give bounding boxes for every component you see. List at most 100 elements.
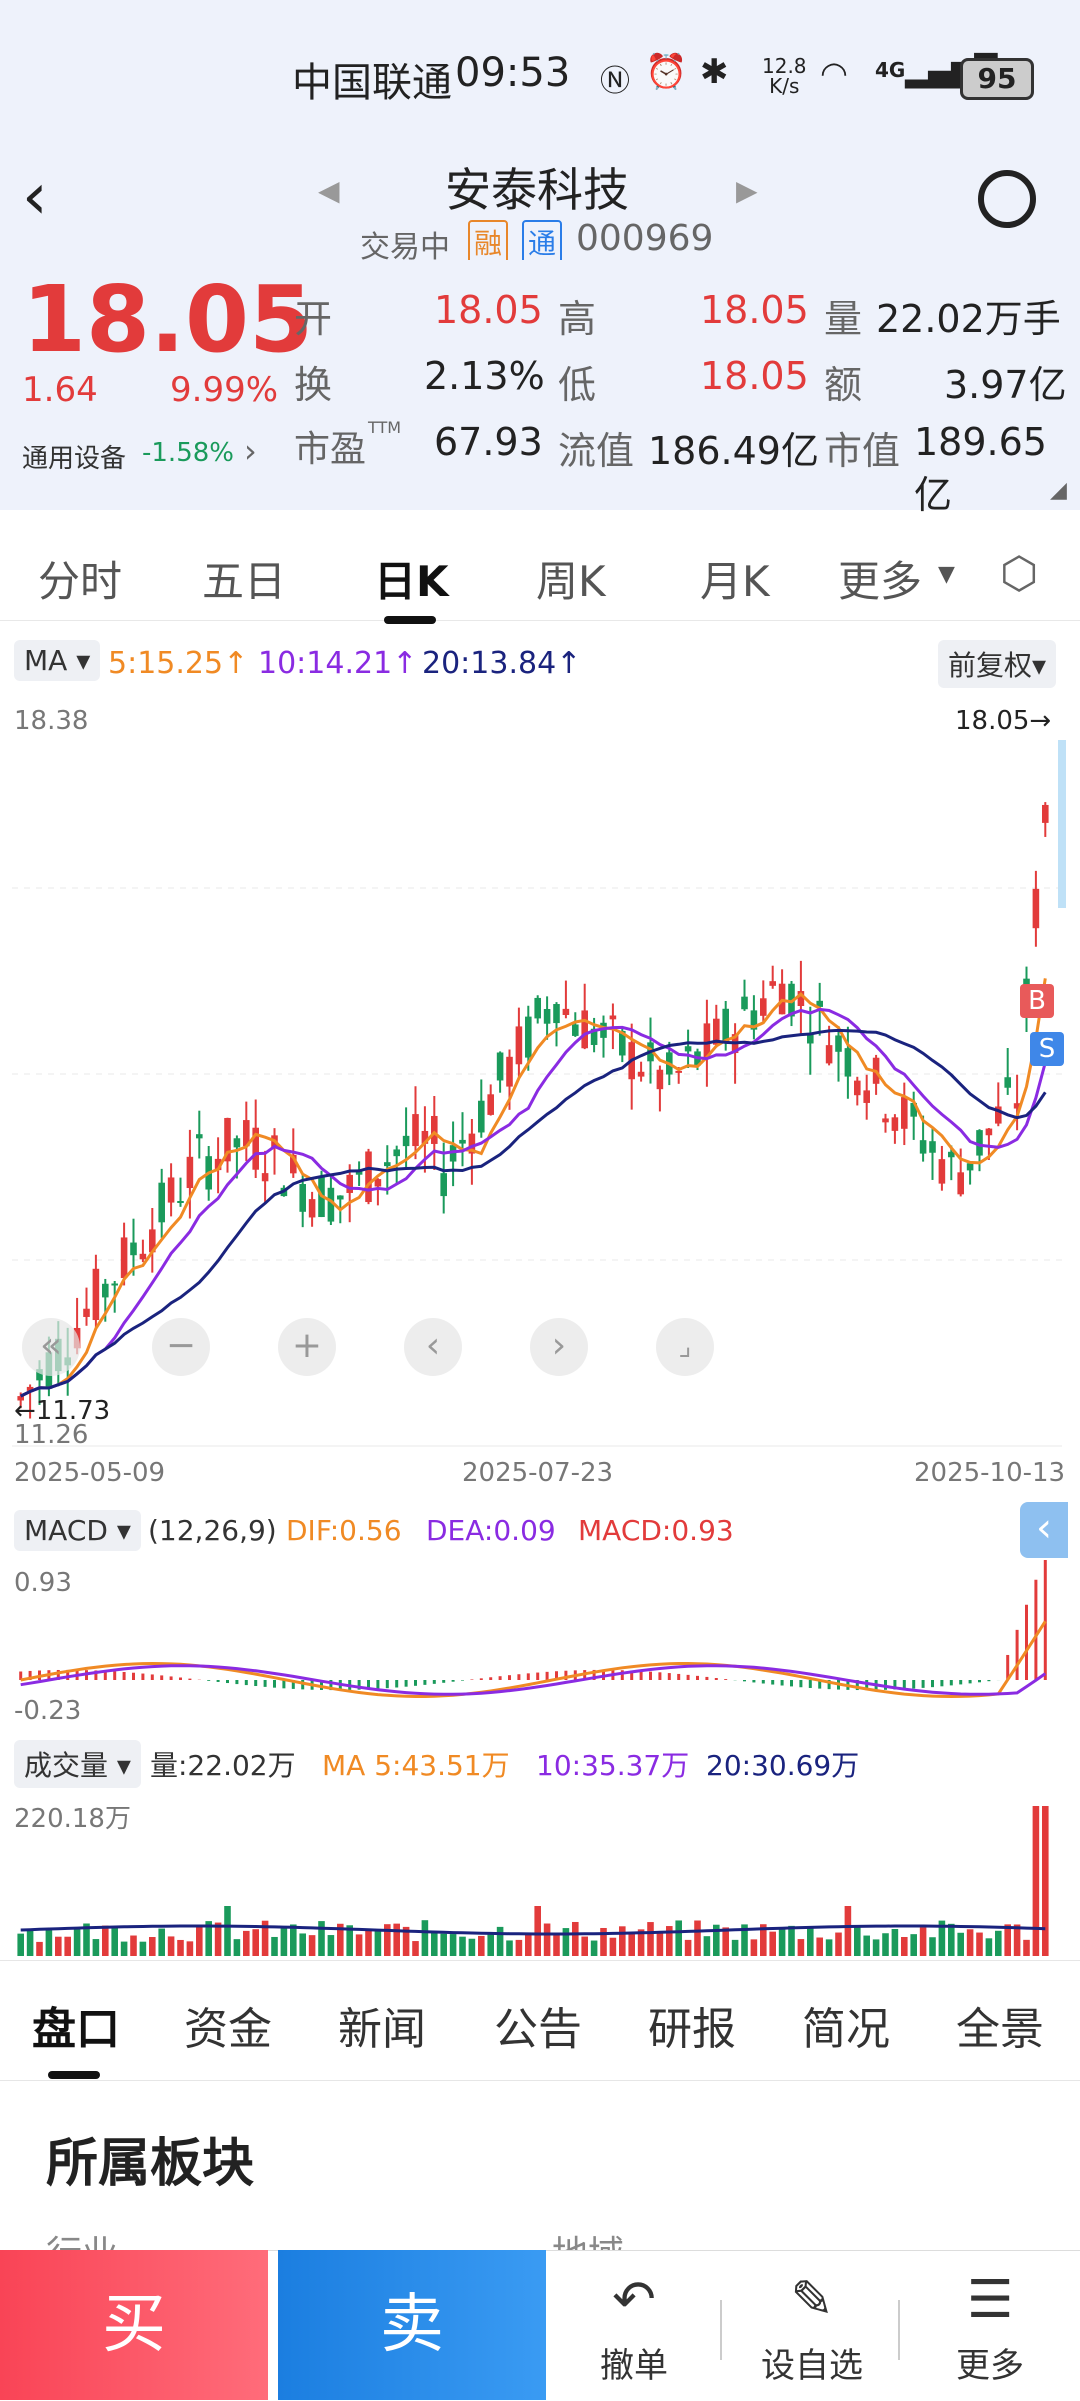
buy-button[interactable]: 买	[0, 2250, 268, 2400]
candle-body	[393, 1149, 400, 1157]
zoom-out-icon[interactable]: −	[152, 1318, 210, 1376]
volume-selector[interactable]: 成交量 ▾	[14, 1740, 141, 1788]
candle-body	[854, 1080, 861, 1096]
add-watchlist-button[interactable]: ✎ 设自选	[752, 2270, 872, 2387]
volume-bar	[647, 1922, 654, 1956]
volume-chart[interactable]	[0, 1790, 1080, 1958]
speed-value: 12.8	[762, 54, 807, 78]
status-bar: 中国联通 09:53 Ⓝ ⏰ ✱ 12.8 K/s ◠ 4G ▂▄▆█ 95	[0, 0, 1080, 150]
tab-announcements[interactable]: 公告	[494, 2004, 582, 2055]
high-label: 高	[558, 297, 597, 341]
macd-max-label: 0.93	[14, 1568, 72, 1598]
macd-chart[interactable]	[0, 1560, 1080, 1730]
candle-body	[534, 997, 541, 1019]
volume-bar	[318, 1921, 325, 1956]
caret-down-icon[interactable]: ▼	[938, 562, 955, 587]
candle-body	[111, 1283, 118, 1286]
volume-bar	[572, 1921, 579, 1956]
tab-news[interactable]: 新闻	[338, 2004, 426, 2055]
candle-body	[26, 1386, 34, 1391]
cancel-order-button[interactable]: ↶ 撤单	[574, 2270, 694, 2387]
volume-bar	[308, 1935, 316, 1956]
speed-unit: K/s	[769, 74, 800, 98]
volume-bar	[919, 1927, 927, 1956]
volume-bar	[36, 1941, 43, 1956]
ma-selector[interactable]: MA ▾	[14, 640, 101, 681]
volume-bar	[995, 1930, 1002, 1956]
add-watchlist-label: 设自选	[761, 2346, 863, 2386]
macd-selector-label: MACD	[24, 1514, 108, 1547]
candle-body	[149, 1229, 156, 1253]
chevron-right-nav-icon[interactable]: ›	[530, 1318, 588, 1376]
candle-body	[948, 1151, 955, 1158]
volume-bar	[534, 1906, 541, 1956]
kline-chart[interactable]	[0, 700, 1080, 1500]
buy-marker[interactable]: B	[1020, 984, 1054, 1018]
volume-bar	[73, 1928, 81, 1956]
tab-order-book[interactable]: 盘口	[32, 2004, 120, 2055]
chevron-right-icon[interactable]: ›	[244, 432, 257, 470]
volume-bar	[196, 1926, 203, 1956]
fullscreen-icon[interactable]: ⌟	[656, 1318, 714, 1376]
tab-more[interactable]: 更多	[838, 557, 923, 606]
rewind-icon[interactable]: «	[22, 1318, 80, 1376]
volume-bar	[948, 1923, 955, 1956]
candle-body	[308, 1199, 316, 1218]
network-type: 4G	[875, 58, 906, 82]
divider	[898, 2300, 900, 2360]
zoom-in-icon[interactable]: +	[278, 1318, 336, 1376]
collapse-panel-icon[interactable]: ‹	[1020, 1502, 1068, 1558]
volume-bar	[525, 1934, 532, 1956]
tab-profile[interactable]: 简况	[802, 2004, 890, 2055]
settings-hex-icon[interactable]: ⬡	[1000, 548, 1039, 599]
macd-dif: DIF:0.56	[286, 1514, 402, 1547]
volume-bar	[694, 1920, 701, 1956]
tab-daily-k[interactable]: 日K	[374, 557, 449, 606]
tab-five-day[interactable]: 五日	[202, 557, 287, 606]
sector-change[interactable]: -1.58%	[142, 438, 234, 468]
volume-bar	[835, 1932, 842, 1956]
tab-research[interactable]: 研报	[648, 2004, 736, 2055]
prev-stock-icon[interactable]: ◀	[318, 174, 340, 207]
next-stock-icon[interactable]: ▶	[736, 174, 758, 207]
ma10-value: 10:14.21↑	[258, 646, 418, 681]
volume-bar	[431, 1931, 438, 1956]
turnover-value: 2.13%	[424, 354, 545, 398]
candle-body	[910, 1102, 917, 1117]
candle-body	[816, 1000, 823, 1007]
candle-body	[863, 1090, 870, 1103]
market-cap-value: 189.65亿	[914, 420, 1047, 517]
volume-bar	[261, 1920, 269, 1956]
tab-monthly-k[interactable]: 月K	[700, 557, 770, 606]
volume-bar	[543, 1923, 551, 1956]
candle-body	[901, 1097, 908, 1129]
volume-bar	[600, 1927, 607, 1956]
chevron-left-icon[interactable]: ‹	[404, 1318, 462, 1376]
volume-bar	[844, 1906, 852, 1956]
volume-value: 22.02万手	[876, 297, 1061, 341]
candle-body	[186, 1156, 194, 1189]
candle-body	[985, 1128, 993, 1136]
tab-panorama[interactable]: 全景	[956, 2004, 1044, 2055]
volume-bar	[769, 1931, 776, 1956]
more-button[interactable]: ☰ 更多	[930, 2270, 1050, 2387]
sell-marker[interactable]: S	[1030, 1032, 1064, 1066]
sector-name[interactable]: 通用设备	[22, 444, 127, 474]
candle-body	[825, 1045, 833, 1064]
sell-button[interactable]: 卖	[278, 2250, 546, 2400]
clock: 09:53	[455, 50, 571, 96]
detail-tab-indicator	[48, 2071, 100, 2079]
tab-funds[interactable]: 资金	[184, 2004, 272, 2055]
volume-bar	[515, 1939, 523, 1956]
candle-body	[139, 1253, 147, 1260]
tab-weekly-k[interactable]: 周K	[536, 557, 606, 606]
adjust-selector[interactable]: 前复权▾	[938, 640, 1057, 688]
volume-bar	[459, 1936, 466, 1956]
back-icon[interactable]: ‹	[22, 160, 48, 234]
expand-corner-icon[interactable]: ◢	[1050, 478, 1067, 503]
search-icon[interactable]	[978, 170, 1036, 228]
tab-intraday[interactable]: 分时	[38, 557, 123, 606]
macd-min-label: -0.23	[14, 1696, 82, 1726]
candle-body	[158, 1182, 165, 1223]
macd-selector[interactable]: MACD ▾	[14, 1510, 141, 1551]
